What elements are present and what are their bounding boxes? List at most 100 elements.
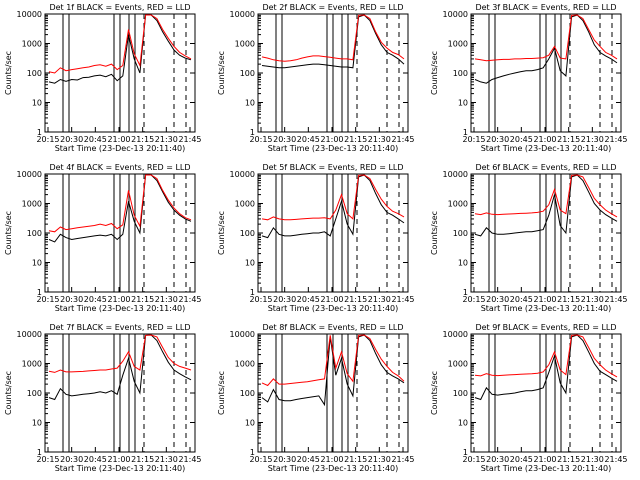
panel-5: Det 5f BLACK = Events, RED = LLD Counts/s… bbox=[217, 163, 415, 313]
x-tick-label: 21:45 bbox=[178, 135, 201, 144]
y-tick-label: 10000 bbox=[230, 170, 255, 179]
x-axis-label: Start Time (23-Dec-13 20:11:40) bbox=[481, 144, 612, 153]
y-tick-label: 1000 bbox=[448, 200, 468, 209]
x-tick-label: 21:30 bbox=[368, 295, 391, 304]
y-axis-label: Counts/sec bbox=[217, 51, 226, 95]
y-tick-label: 100 bbox=[27, 69, 42, 78]
y-tick-label: 10000 bbox=[230, 330, 255, 339]
x-tick-label: 21:00 bbox=[320, 135, 343, 144]
y-tick-label: 100 bbox=[453, 69, 468, 78]
y-tick-label: 10000 bbox=[230, 10, 255, 19]
x-tick-label: 20:15 bbox=[36, 455, 59, 464]
y-tick-label: 1 bbox=[463, 448, 468, 457]
y-tick-label: 1000 bbox=[235, 200, 255, 209]
x-tick-label: 21:00 bbox=[107, 295, 130, 304]
x-tick-label: 21:45 bbox=[178, 295, 201, 304]
x-tick-label: 20:15 bbox=[462, 455, 485, 464]
panel-8: Det 8f BLACK = Events, RED = LLD Counts/s… bbox=[217, 323, 415, 473]
y-axis-label: Counts/sec bbox=[4, 371, 13, 415]
y-tick-label: 100 bbox=[240, 69, 255, 78]
y-tick-label: 1 bbox=[37, 448, 42, 457]
y-tick-label: 100 bbox=[27, 389, 42, 398]
x-tick-label: 21:15 bbox=[344, 295, 367, 304]
y-tick-label: 1000 bbox=[235, 40, 255, 49]
y-tick-label: 10 bbox=[458, 99, 468, 108]
x-tick-label: 21:00 bbox=[533, 135, 556, 144]
y-tick-label: 1 bbox=[250, 288, 255, 297]
x-tick-label: 20:30 bbox=[60, 295, 83, 304]
panel-6: Det 6f BLACK = Events, RED = LLD Counts/s… bbox=[430, 163, 628, 313]
lld-series-line bbox=[261, 174, 405, 221]
x-tick-label: 20:15 bbox=[249, 135, 272, 144]
events-series-line bbox=[474, 174, 618, 237]
x-tick-label: 20:45 bbox=[84, 455, 107, 464]
x-tick-label: 21:45 bbox=[604, 295, 627, 304]
y-tick-label: 100 bbox=[240, 389, 255, 398]
events-series-line bbox=[261, 14, 405, 69]
x-axis-label: Start Time (23-Dec-13 20:11:40) bbox=[55, 144, 186, 153]
x-tick-label: 21:30 bbox=[581, 295, 604, 304]
lld-series-line bbox=[261, 334, 405, 387]
y-tick-label: 1000 bbox=[235, 360, 255, 369]
panel-2: Det 2f BLACK = Events, RED = LLD Counts/s… bbox=[217, 3, 415, 153]
y-tick-label: 1 bbox=[37, 288, 42, 297]
y-tick-label: 1 bbox=[463, 288, 468, 297]
y-tick-label: 10 bbox=[458, 419, 468, 428]
x-tick-label: 20:45 bbox=[510, 295, 533, 304]
x-tick-label: 21:00 bbox=[107, 455, 130, 464]
panel-title: Det 2f BLACK = Events, RED = LLD bbox=[262, 3, 403, 12]
x-tick-label: 21:15 bbox=[131, 455, 154, 464]
x-tick-label: 21:30 bbox=[581, 135, 604, 144]
x-tick-label: 20:15 bbox=[249, 455, 272, 464]
x-axis-label: Start Time (23-Dec-13 20:11:40) bbox=[55, 304, 186, 313]
x-tick-label: 21:45 bbox=[391, 295, 414, 304]
x-tick-label: 20:30 bbox=[60, 455, 83, 464]
x-axis-label: Start Time (23-Dec-13 20:11:40) bbox=[481, 304, 612, 313]
x-tick-label: 20:45 bbox=[297, 455, 320, 464]
x-tick-label: 20:45 bbox=[297, 135, 320, 144]
x-tick-label: 20:15 bbox=[36, 295, 59, 304]
lld-series-line bbox=[48, 334, 192, 373]
x-tick-label: 20:30 bbox=[60, 135, 83, 144]
x-axis-label: Start Time (23-Dec-13 20:11:40) bbox=[268, 464, 399, 473]
x-tick-label: 21:15 bbox=[557, 455, 580, 464]
panel-title: Det 1f BLACK = Events, RED = LLD bbox=[49, 3, 190, 12]
y-tick-label: 10000 bbox=[443, 330, 468, 339]
x-tick-label: 21:00 bbox=[533, 295, 556, 304]
y-tick-label: 10000 bbox=[443, 170, 468, 179]
events-series-line bbox=[261, 334, 405, 407]
x-tick-label: 20:45 bbox=[297, 295, 320, 304]
y-tick-label: 1 bbox=[463, 128, 468, 137]
y-tick-label: 1 bbox=[37, 128, 42, 137]
events-series-line bbox=[48, 334, 192, 401]
panel-7: Det 7f BLACK = Events, RED = LLD Counts/s… bbox=[4, 323, 202, 473]
y-tick-label: 10 bbox=[245, 419, 255, 428]
panel-title: Det 3f BLACK = Events, RED = LLD bbox=[475, 3, 616, 12]
events-series-line bbox=[48, 174, 192, 243]
y-tick-label: 10 bbox=[458, 259, 468, 268]
x-tick-label: 21:45 bbox=[178, 455, 201, 464]
x-tick-label: 21:30 bbox=[368, 135, 391, 144]
y-tick-label: 1000 bbox=[22, 360, 42, 369]
x-axis-label: Start Time (23-Dec-13 20:11:40) bbox=[481, 464, 612, 473]
lld-series-line bbox=[474, 334, 618, 378]
y-tick-label: 100 bbox=[240, 229, 255, 238]
x-tick-label: 21:30 bbox=[155, 455, 178, 464]
y-tick-label: 10 bbox=[32, 419, 42, 428]
panel-title: Det 5f BLACK = Events, RED = LLD bbox=[262, 163, 403, 172]
x-tick-label: 20:45 bbox=[510, 135, 533, 144]
x-tick-label: 20:30 bbox=[486, 135, 509, 144]
x-tick-label: 21:00 bbox=[107, 135, 130, 144]
y-tick-label: 10000 bbox=[17, 330, 42, 339]
x-tick-label: 21:15 bbox=[344, 135, 367, 144]
y-tick-label: 10000 bbox=[17, 10, 42, 19]
y-axis-label: Counts/sec bbox=[217, 371, 226, 415]
y-axis-label: Counts/sec bbox=[4, 51, 13, 95]
x-tick-label: 21:15 bbox=[557, 135, 580, 144]
y-tick-label: 1000 bbox=[22, 200, 42, 209]
y-tick-label: 1 bbox=[250, 448, 255, 457]
x-tick-label: 21:30 bbox=[368, 455, 391, 464]
x-tick-label: 21:00 bbox=[320, 455, 343, 464]
x-axis-label: Start Time (23-Dec-13 20:11:40) bbox=[55, 464, 186, 473]
x-tick-label: 21:45 bbox=[391, 135, 414, 144]
